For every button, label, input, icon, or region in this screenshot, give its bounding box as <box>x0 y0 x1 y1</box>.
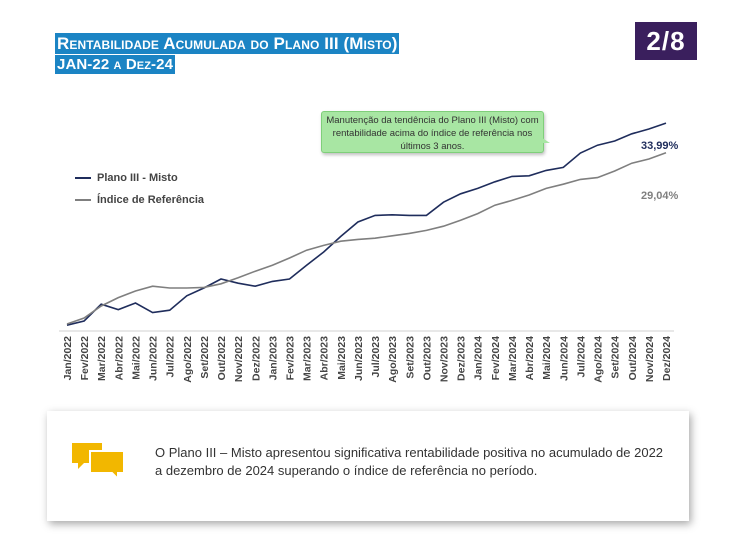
x-tick-label: Jan/2022 <box>62 336 74 381</box>
x-tick-label: Jun/2024 <box>558 336 570 381</box>
title-block: Rentabilidade Acumulada do Plano III (Mi… <box>55 33 400 74</box>
x-tick-label: Mai/2024 <box>541 336 553 380</box>
legend-item-plano: Plano III - Misto <box>75 168 204 188</box>
x-tick-label: Jul/2023 <box>370 336 382 378</box>
x-tick-label: Jun/2022 <box>148 336 160 381</box>
page-title: Rentabilidade Acumulada do Plano III (Mi… <box>55 33 400 54</box>
x-tick-label: Abr/2024 <box>524 336 536 381</box>
x-tick-label: Nov/2024 <box>644 336 656 382</box>
x-tick-label: Jul/2024 <box>575 336 587 378</box>
callout-tail <box>536 134 550 143</box>
x-tick-label: Mar/2023 <box>302 336 314 381</box>
x-tick-label: Nov/2023 <box>439 336 451 382</box>
x-tick-label: Set/2023 <box>404 336 416 379</box>
summary-box: O Plano III – Misto apresentou significa… <box>47 411 689 521</box>
x-tick-label: Mar/2024 <box>507 336 519 381</box>
line-chart: Jan/2022 Fev/2022 Mar/2022 Abr/2022 Mai/2022… <box>59 122 674 383</box>
x-tick-label: Ago/2023 <box>387 336 399 383</box>
x-tick-label: Mai/2023 <box>336 336 348 380</box>
page-indicator-badge: 2/8 <box>635 22 697 60</box>
x-tick-label: Jul/2022 <box>165 336 177 378</box>
x-tick-label: Jan/2024 <box>473 336 485 381</box>
x-tick-label: Fev/2022 <box>79 336 91 381</box>
x-tick-label: Fev/2024 <box>490 336 502 381</box>
series-line-plano <box>66 122 667 326</box>
x-tick-label: Set/2022 <box>199 336 211 379</box>
x-tick-label: Mai/2022 <box>130 336 142 380</box>
x-tick-label: Ago/2022 <box>182 336 194 383</box>
legend-swatch-plano <box>75 177 91 179</box>
summary-text: O Plano III – Misto apresentou significa… <box>155 445 664 478</box>
x-tick-label: Dez/2024 <box>661 336 673 381</box>
chart-legend: Plano III - Misto Índice de Referência <box>75 168 204 212</box>
x-tick-label: Out/2023 <box>421 336 433 381</box>
x-tick-label: Dez/2023 <box>456 336 468 381</box>
x-tick-label: Jan/2023 <box>267 336 279 381</box>
x-tick-label: Fev/2023 <box>284 336 296 381</box>
end-label-indice: 29,04% <box>641 190 679 202</box>
x-tick-label: Set/2024 <box>610 336 622 379</box>
x-tick-label: Out/2024 <box>627 336 639 381</box>
legend-swatch-indice <box>75 199 91 201</box>
legend-label-indice: Índice de Referência <box>97 194 204 206</box>
x-tick-label: Ago/2024 <box>593 336 605 383</box>
x-tick-label: Out/2022 <box>216 336 228 381</box>
x-tick-label: Abr/2022 <box>113 336 125 381</box>
x-tick-label: Dez/2022 <box>250 336 262 381</box>
x-tick-label: Abr/2023 <box>319 336 331 381</box>
chat-bubbles-icon <box>72 443 125 481</box>
x-tick-label: Jun/2023 <box>353 336 365 381</box>
series-line-indice <box>66 152 667 325</box>
end-label-plano: 33,99% <box>641 140 679 152</box>
page-subtitle: JAN-22 a Dez-24 <box>55 55 176 74</box>
x-tick-label: Mar/2022 <box>96 336 108 381</box>
callout-box: Manutenção da tendência do Plano III (Mi… <box>321 111 544 153</box>
x-tick-label: Nov/2022 <box>233 336 245 382</box>
legend-label-plano: Plano III - Misto <box>97 172 178 184</box>
legend-item-indice: Índice de Referência <box>75 190 204 210</box>
